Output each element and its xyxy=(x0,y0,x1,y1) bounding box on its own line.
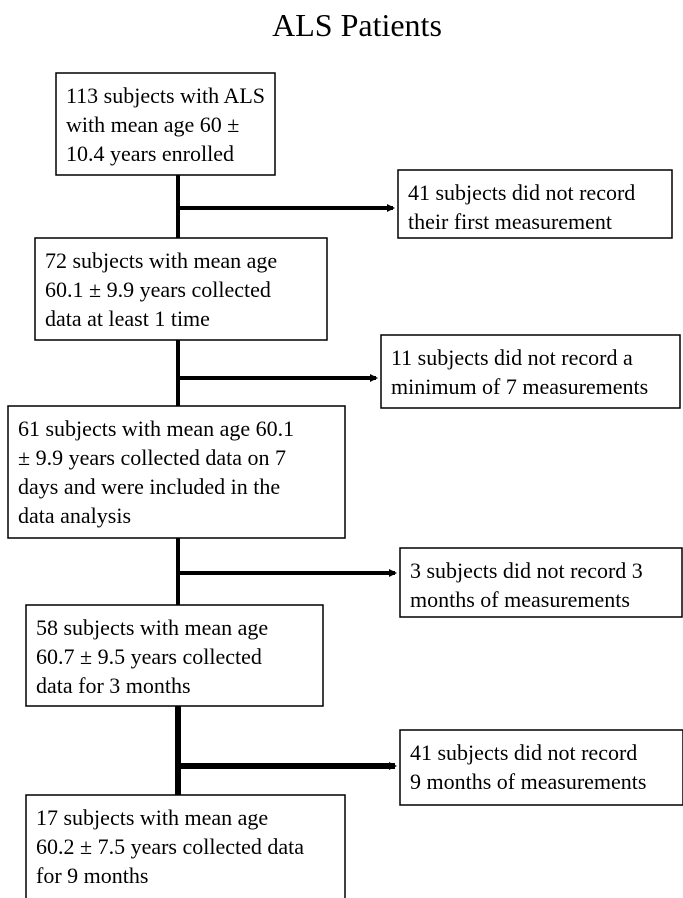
exclusion-text: 9 months of measurements xyxy=(410,769,646,794)
exclusion-text: 3 subjects did not record 3 xyxy=(410,558,643,583)
exclusion-text: their first measurement xyxy=(408,209,612,234)
step-text: 61 subjects with mean age 60.1 xyxy=(18,416,294,441)
exclusion-text: 41 subjects did not record xyxy=(410,740,637,765)
step-text: 72 subjects with mean age xyxy=(45,248,277,273)
step-text: ± 9.9 years collected data on 7 xyxy=(18,445,286,470)
step-text: 58 subjects with mean age xyxy=(36,615,268,640)
exclusion-box xyxy=(397,169,673,239)
step-text: days and were included in the xyxy=(18,474,280,499)
step-box xyxy=(34,237,328,341)
arrow xyxy=(176,538,395,605)
exclusion-box xyxy=(399,729,683,806)
step-box xyxy=(25,604,324,707)
arrow xyxy=(176,175,393,238)
step-text: 60.7 ± 9.5 years collected xyxy=(36,644,262,669)
step-text: for 9 months xyxy=(36,863,148,888)
step-text: 17 subjects with mean age xyxy=(36,805,268,830)
step-box xyxy=(25,794,346,898)
exclusion-box xyxy=(399,547,683,618)
step-text: 60.2 ± 7.5 years collected data xyxy=(36,834,304,859)
connectors xyxy=(175,175,395,795)
arrow xyxy=(176,340,376,406)
step-text: data analysis xyxy=(18,503,131,528)
exclusion-text: 41 subjects did not record xyxy=(408,180,635,205)
exclusion-box xyxy=(380,334,681,409)
step-box xyxy=(55,72,276,176)
step-text: data for 3 months xyxy=(36,673,191,698)
step-text: 10.4 years enrolled xyxy=(66,141,234,166)
exclusion-text: 11 subjects did not record a xyxy=(391,345,633,370)
exclusion-text: months of measurements xyxy=(410,587,630,612)
exclusion-text: minimum of 7 measurements xyxy=(391,374,648,399)
step-text: 113 subjects with ALS xyxy=(66,83,265,108)
step-text: 60.1 ± 9.9 years collected xyxy=(45,277,271,302)
step-text: data at least 1 time xyxy=(45,306,210,331)
step-box xyxy=(7,405,346,539)
step-text: with mean age 60 ± xyxy=(66,112,239,137)
title: ALS Patients xyxy=(272,7,442,43)
arrow xyxy=(175,706,395,795)
